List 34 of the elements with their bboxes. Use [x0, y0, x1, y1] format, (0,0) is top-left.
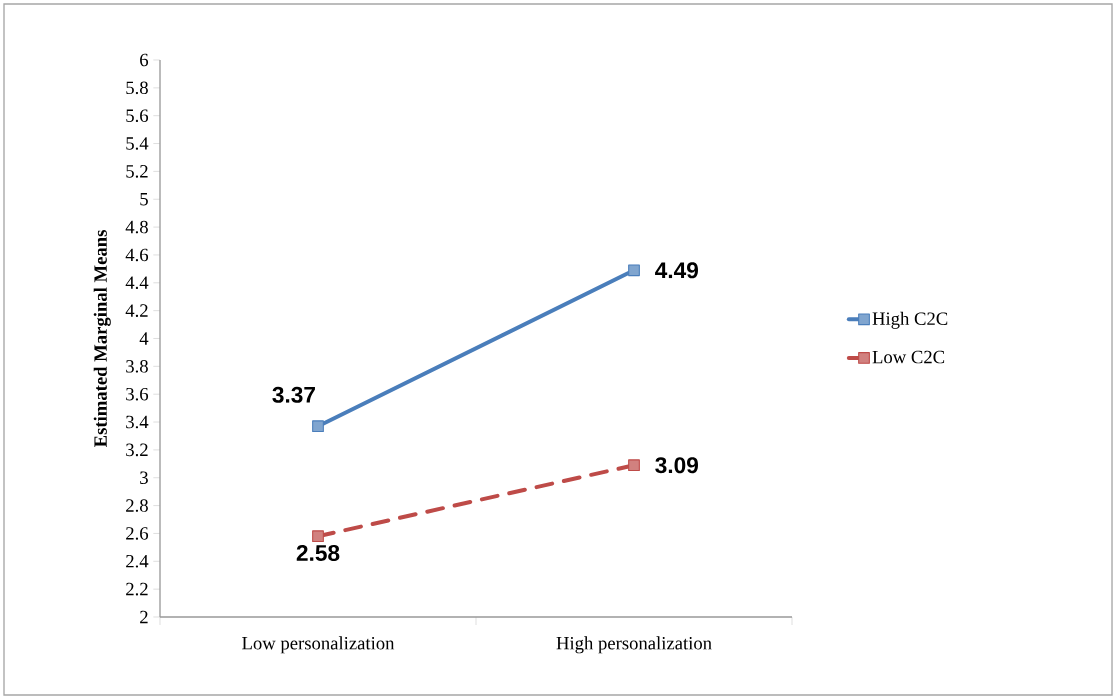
y-tick-label: 5.8 [126, 81, 148, 95]
y-tick-label: 3 [140, 471, 148, 485]
y-tick-label: 3.2 [126, 443, 148, 457]
y-tick-label: 3.4 [126, 415, 149, 429]
y-tick-label: 4.6 [125, 248, 149, 262]
y-tick-label: 6 [140, 53, 149, 67]
y-tick-label: 2.2 [126, 582, 148, 596]
x-tick-label: Low personalization [242, 636, 395, 654]
y-tick-label: 3.6 [126, 387, 149, 401]
point [312, 530, 324, 543]
y-tick-label: 2.4 [126, 554, 149, 568]
y-tick-label: 5.6 [126, 109, 149, 123]
y-tick-label: 2.6 [126, 527, 149, 540]
point [628, 459, 640, 472]
legend-label: High C2C [872, 311, 948, 329]
y-tick-label: 4.8 [125, 220, 148, 234]
y-tick-label: 5 [140, 193, 148, 206]
y-tick-label: 3.8 [126, 360, 148, 373]
y-tick-label: 4.2 [125, 304, 148, 317]
y-tick-label: 2.8 [126, 499, 148, 512]
data-label: 3.09 [655, 457, 698, 474]
y-tick-label: 5.4 [126, 137, 149, 150]
point [628, 264, 640, 277]
legend-label: Low C2C [872, 350, 945, 364]
x-tick-label: High personalization [556, 636, 712, 654]
point [312, 420, 324, 433]
data-label: 3.37 [272, 386, 315, 403]
data-label: 4.49 [655, 262, 698, 279]
y-tick-label: 4 [139, 332, 149, 345]
y-tick-label: 4.4 [125, 276, 149, 290]
y-axis-title: Estimated Marginal Means [93, 230, 111, 448]
data-label: 2.58 [296, 544, 340, 561]
y-tick-label: 2 [140, 610, 148, 624]
y-tick-label: 5.2 [126, 165, 148, 178]
